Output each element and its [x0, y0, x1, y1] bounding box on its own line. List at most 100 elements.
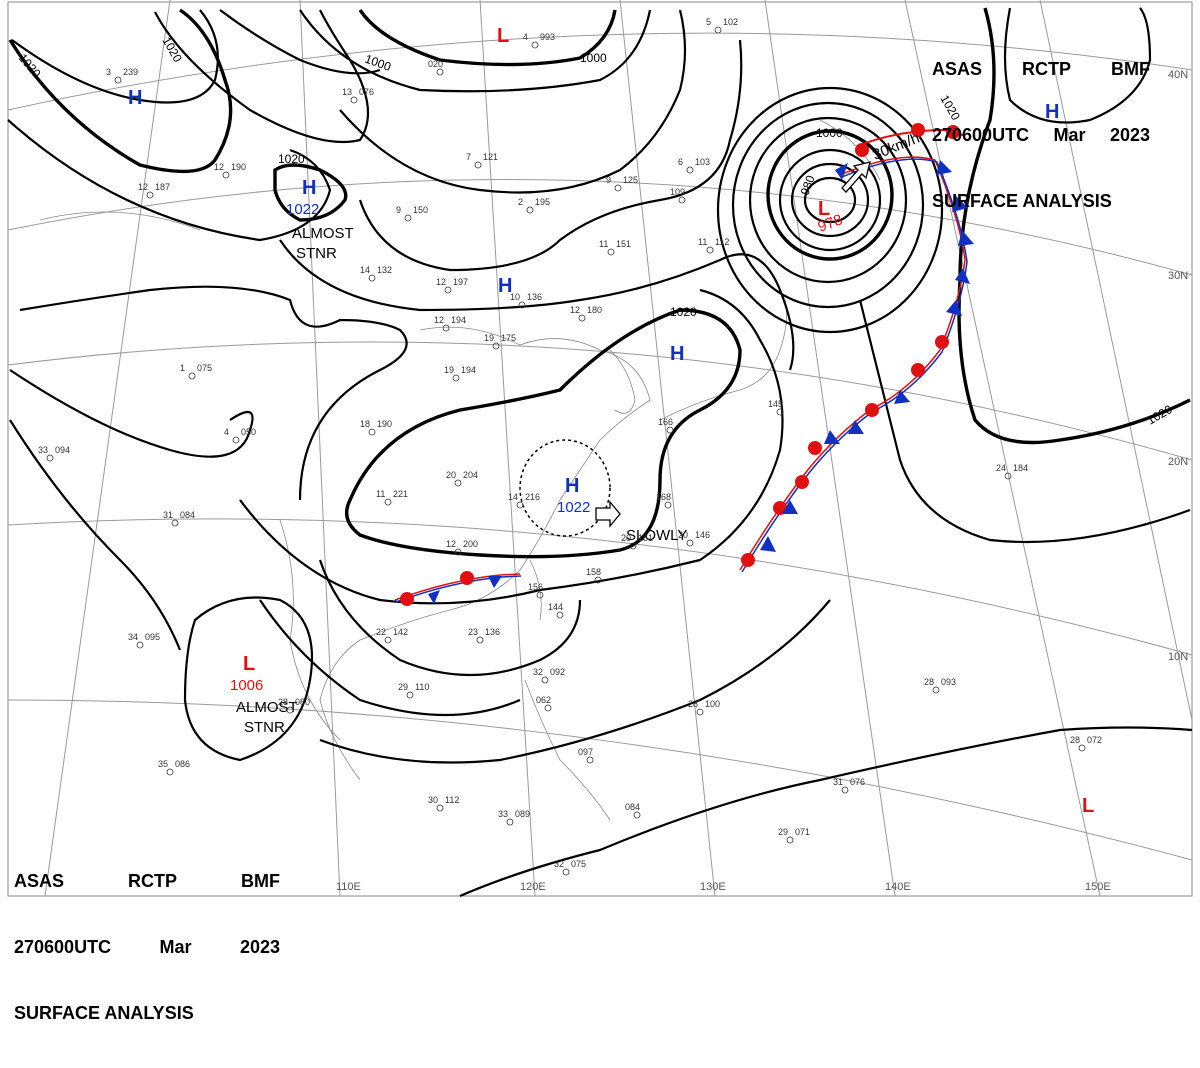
isobars [7, 7, 1193, 898]
station-plot: 6 103 [678, 157, 710, 174]
station-marker [1004, 472, 1012, 480]
station-temp: 12 [434, 315, 444, 325]
high-motion-arrow [595, 500, 621, 528]
station-pressure: 132 [377, 265, 392, 275]
station-marker [932, 686, 940, 694]
isobar-east-outer [858, 299, 1191, 544]
station-plot: 28 080 [278, 697, 310, 714]
station-temp: 28 [1070, 735, 1080, 745]
isobar-north-5 [358, 39, 743, 272]
anticyclone-dotted-circle [519, 439, 611, 537]
isobar-south-3 [459, 726, 1193, 898]
station-pressure: 089 [515, 809, 530, 819]
lat-label-40: 40N [1168, 69, 1188, 81]
isobar-1000 [358, 9, 617, 67]
station-plot: 14 216 [508, 492, 540, 509]
station-plot: 29 071 [778, 827, 810, 844]
station-marker [114, 76, 122, 84]
cyclone-ring-1 [803, 176, 857, 224]
station-temp: 24 [996, 463, 1006, 473]
station-plot: 28 072 [1070, 735, 1102, 752]
station-marker [556, 611, 564, 619]
isobar-north-4 [339, 9, 687, 194]
station-plot: 144 [548, 602, 564, 619]
low-pressure-value: 1006 [230, 677, 263, 694]
station-pressure: 993 [540, 32, 555, 42]
station-temp: 32 [554, 859, 564, 869]
station-temp: 23 [468, 627, 478, 637]
lat-label-20: 20N [1168, 456, 1188, 468]
isobar-north-6 [279, 239, 795, 371]
front-triangle [952, 195, 968, 212]
station-pressure: 197 [453, 277, 468, 287]
isobar-south-1 [318, 559, 582, 677]
header-station: RCTP [128, 871, 177, 891]
station-marker [442, 324, 450, 332]
header-office: BMF [240, 871, 280, 891]
station-pressure: 239 [123, 67, 138, 77]
station-marker [541, 676, 549, 684]
header-station: RCTP [1022, 59, 1071, 79]
isobar-central-outer-1 [19, 285, 408, 501]
isobar-east-high [1003, 7, 1152, 124]
station-pressure: 151 [616, 239, 631, 249]
movement-arrows [595, 161, 871, 528]
station-marker [607, 248, 615, 256]
station-plot: 35 086 [158, 759, 190, 776]
station-pressure: 136 [527, 292, 542, 302]
station-temp: 29 [398, 682, 408, 692]
header-top: ASAS RCTP BMF 270600UTC Mar 2023 SURFACE… [932, 14, 1150, 256]
station-temp: 20 [621, 533, 631, 543]
station-marker [474, 161, 482, 169]
isobar-label: 1020 [670, 305, 697, 319]
low-center: L [497, 25, 509, 47]
station-plot: 7 121 [466, 152, 498, 169]
station-pressure: 190 [377, 419, 392, 429]
isobar-nw-outer [7, 119, 332, 242]
warm-front-north [859, 128, 966, 146]
station-temp: 28 [688, 699, 698, 709]
station-temp: 109 [670, 187, 685, 197]
front-semicircle [741, 553, 755, 567]
station-marker [436, 68, 444, 76]
station-plot: 5 102 [706, 17, 738, 34]
station-plot: 20 161 [621, 533, 653, 550]
lat-label-30: 30N [1168, 270, 1188, 282]
station-marker [776, 408, 784, 416]
station-temp: 35 [158, 759, 168, 769]
station-marker [136, 641, 144, 649]
station-temp: 28 [924, 677, 934, 687]
station-marker [594, 576, 602, 584]
front-semicircle [855, 143, 869, 157]
station-temp: 31 [833, 777, 843, 787]
station-plot: 33 089 [498, 809, 530, 826]
high-center: H [302, 177, 316, 199]
header-month: Mar [159, 937, 192, 957]
isobar-south-4 [319, 599, 831, 764]
station-marker [531, 41, 539, 49]
isobar-south-2 [259, 599, 521, 717]
almost-stationary-note: ALMOST [292, 225, 354, 242]
station-marker [678, 196, 686, 204]
grid-lon-110 [299, 0, 341, 897]
station-plot: 19 175 [484, 333, 516, 350]
station-plot: 166 [658, 417, 674, 434]
station-marker [368, 428, 376, 436]
station-pressure: 102 [723, 17, 738, 27]
station-pressure: 194 [461, 365, 476, 375]
station-marker [714, 26, 722, 34]
cyclone-rings [716, 86, 944, 334]
grid-lon-100 [44, 0, 171, 897]
front-semicircle [935, 335, 949, 349]
station-temp: 9 [396, 205, 401, 215]
station-plot: 28 100 [688, 699, 720, 716]
station-plot: 10 136 [510, 292, 542, 309]
station-plot: 32 075 [554, 859, 586, 876]
front-triangle [760, 536, 776, 552]
low-center: L [1082, 795, 1094, 817]
cyclone-ring-2 [790, 162, 870, 238]
station-marker [454, 548, 462, 556]
station-plot: 156 [528, 582, 544, 599]
grid-lon-120 [479, 0, 536, 897]
